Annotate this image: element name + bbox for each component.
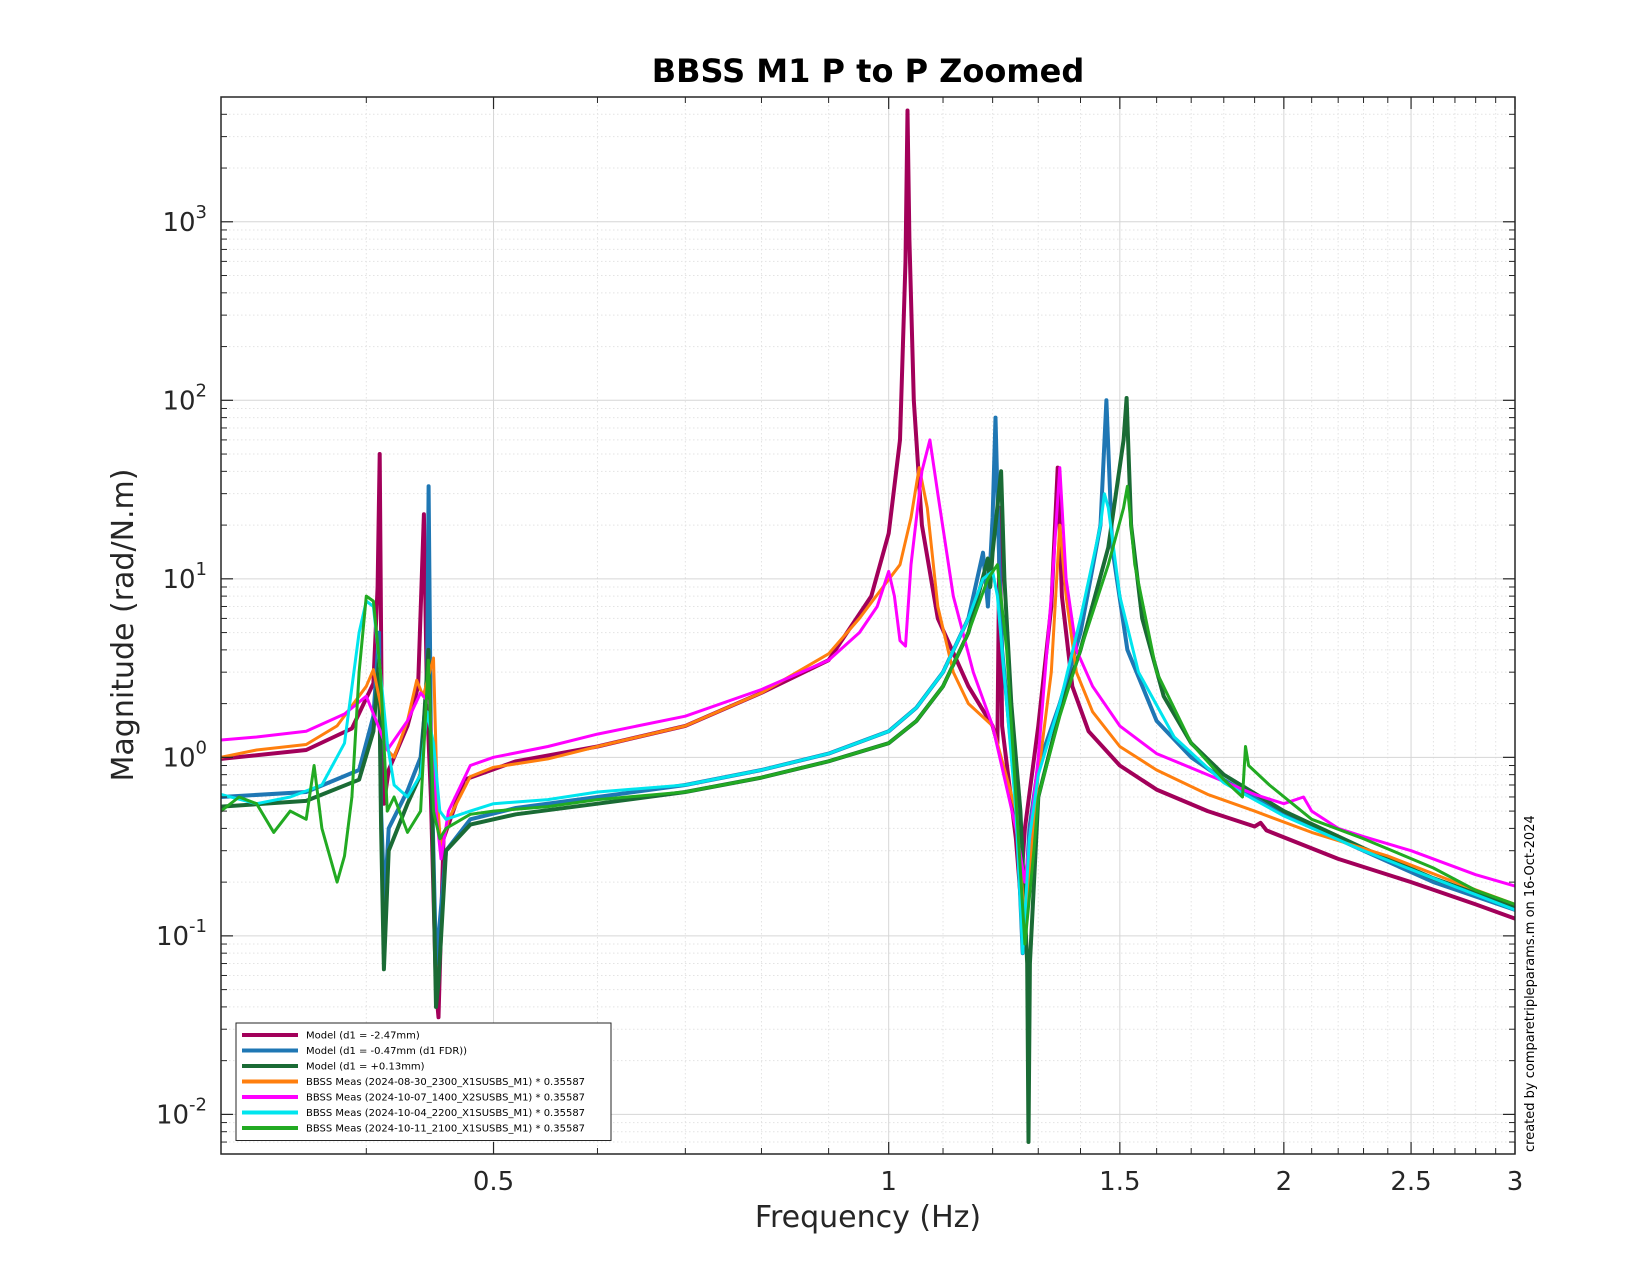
x-tick-label: 0.5	[473, 1167, 514, 1197]
legend-entry: BBSS Meas (2024-10-07_1400_X2SUSBS_M1) *…	[306, 1093, 585, 1104]
x-tick-label: 2.5	[1390, 1167, 1431, 1197]
x-tick-labels: 0.5 1 1.5 2 2.5 3	[473, 1167, 1523, 1197]
legend: Model (d1 = -2.47mm) Model (d1 = -0.47mm …	[235, 1022, 612, 1141]
x-tick-label: 1.5	[1099, 1167, 1140, 1197]
series-line	[221, 484, 1515, 946]
x-tick-label: 3	[1507, 1167, 1524, 1197]
plot-area	[221, 108, 1515, 1144]
x-tick-label: 2	[1276, 1167, 1293, 1197]
y-tick-labels: 10-2 10-1 100 101 102 103	[156, 202, 207, 1131]
axis-ticks	[221, 96, 1516, 1155]
credit-annotation: created by comparetripleparams.m on 16-O…	[1523, 815, 1538, 1152]
x-axis-label: Frequency (Hz)	[755, 1200, 981, 1235]
legend-entry: BBSS Meas (2024-10-11_2100_X1SUSBS_M1) *…	[306, 1124, 585, 1135]
legend-box	[235, 1022, 612, 1141]
y-tick-label: 10-2	[156, 1094, 207, 1130]
chart-title: BBSS M1 P to P Zoomed	[652, 52, 1085, 90]
series-lines	[221, 108, 1515, 1144]
y-tick-label: 103	[162, 202, 207, 238]
y-axis-label: Magnitude (rad/N.m)	[106, 469, 141, 782]
legend-entry: BBSS Meas (2024-08-30_2300_X1SUSBS_M1) *…	[306, 1077, 585, 1088]
y-tick-label: 10-1	[156, 916, 207, 952]
plot-frame	[220, 96, 1516, 1155]
minor-grid	[221, 96, 1515, 1155]
y-tick-label: 102	[162, 380, 207, 416]
x-tick-label: 1	[880, 1167, 897, 1197]
legend-entry: Model (d1 = -0.47mm (d1 FDR))	[306, 1046, 467, 1057]
y-tick-label: 100	[162, 737, 207, 773]
legend-entry: Model (d1 = +0.13mm)	[306, 1062, 425, 1073]
y-tick-label: 101	[162, 559, 207, 595]
legend-entry: BBSS Meas (2024-10-04_2200_X1SUSBS_M1) *…	[306, 1108, 585, 1119]
legend-entry: Model (d1 = -2.47mm)	[306, 1031, 420, 1042]
